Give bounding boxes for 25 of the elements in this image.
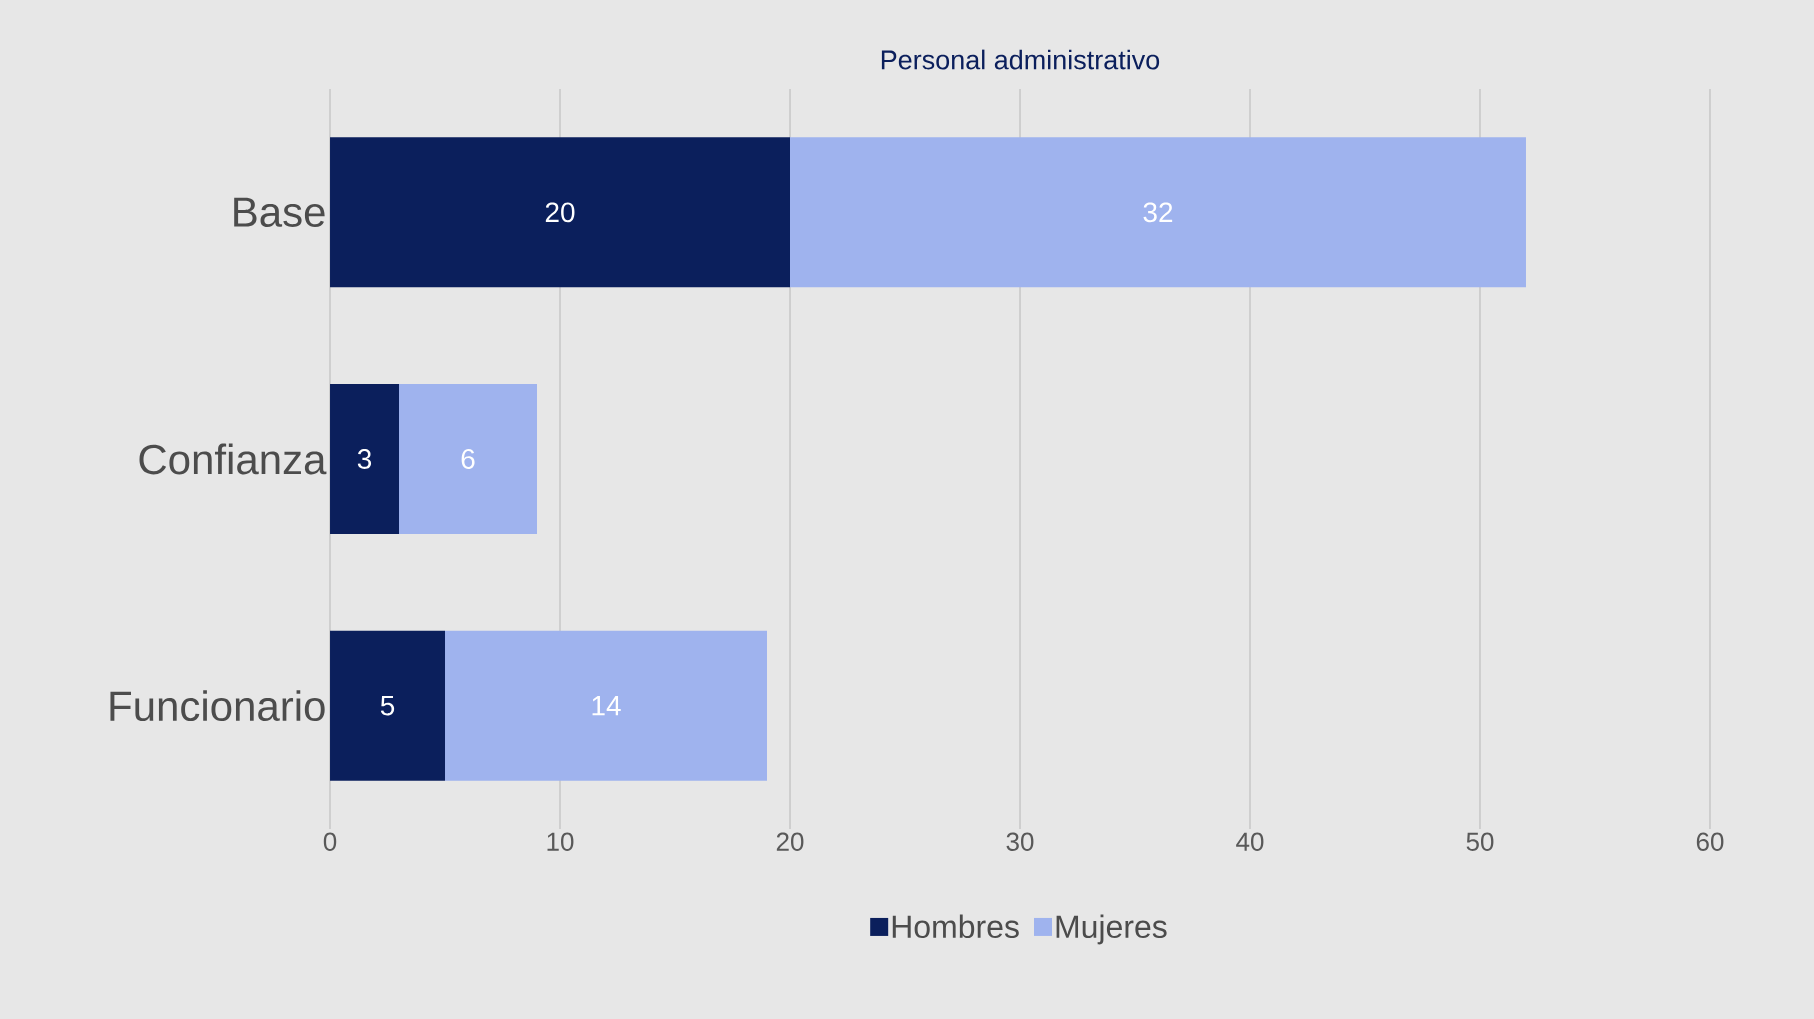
y-tick-label: Base: [234, 197, 325, 227]
x-tick-label: 0: [323, 832, 337, 851]
x-tick-label: 40: [1236, 832, 1264, 851]
x-tick-label: 60: [1696, 832, 1724, 851]
bar: [790, 137, 1526, 288]
bar: [330, 630, 446, 781]
legend-label: Hombres: [892, 914, 1019, 939]
bar: [330, 137, 790, 288]
legend-label: Mujeres: [1056, 914, 1167, 945]
x-tick-label: 10: [547, 832, 574, 851]
x-tick-label: 30: [1006, 832, 1034, 851]
chart-title: Personal administrativo: [881, 49, 1160, 70]
y-tick-label: Funcionario: [110, 690, 325, 722]
y-tick-label: Confianza: [139, 443, 327, 475]
data-label: 3: [357, 449, 372, 469]
data-label: 20: [545, 202, 575, 223]
bar: [330, 384, 400, 534]
data-label: 5: [380, 695, 395, 716]
data-label: 14: [592, 696, 621, 716]
data-label: 6: [461, 449, 475, 469]
bar: [445, 630, 767, 781]
x-tick-label: 20: [776, 832, 804, 851]
data-label: 32: [1143, 202, 1173, 223]
x-tick-label: 50: [1466, 832, 1494, 851]
bar: [399, 384, 538, 534]
